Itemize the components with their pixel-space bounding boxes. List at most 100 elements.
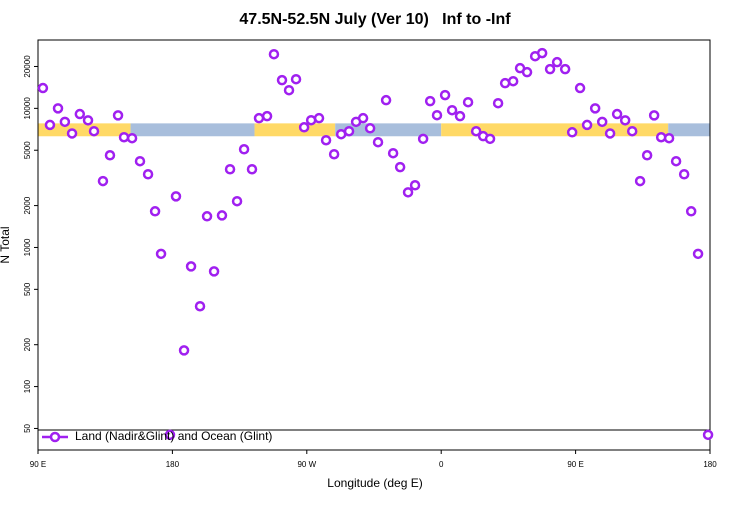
data-point (446, 104, 458, 116)
data-point (551, 56, 563, 68)
surface-band (668, 123, 710, 137)
data-point (484, 133, 496, 145)
data-point (417, 133, 429, 145)
data-point (268, 48, 280, 60)
data-point (357, 112, 369, 124)
x-tick-label: 90 E (567, 460, 583, 469)
plot-frame (37, 39, 711, 451)
data-point (276, 74, 288, 86)
data-point (164, 429, 176, 441)
data-point (670, 155, 682, 167)
data-point (178, 345, 190, 356)
y-axis-label: N Total (0, 226, 12, 263)
data-point (126, 132, 138, 144)
data-point (118, 131, 130, 143)
data-point (439, 89, 451, 101)
data-point (298, 122, 310, 133)
data-point (596, 116, 608, 128)
data-point (313, 112, 325, 124)
data-point (641, 150, 653, 161)
y-tick-label: 10000 (23, 97, 32, 120)
data-point (544, 63, 556, 75)
data-point (208, 266, 220, 277)
data-point (372, 136, 384, 148)
legend-marker (49, 431, 61, 443)
data-point (343, 125, 355, 137)
data-point (328, 148, 340, 160)
x-tick-label: 90 E (30, 460, 46, 469)
data-point (185, 261, 197, 272)
data-point (97, 175, 109, 187)
data-point (663, 132, 675, 144)
data-point (462, 96, 474, 108)
legend-label: Land (Nadir&Glint) and Ocean (Glint) (75, 429, 272, 443)
data-point (559, 63, 571, 75)
data-point (37, 82, 49, 94)
data-point (320, 134, 332, 146)
data-point (261, 110, 273, 122)
data-point (216, 210, 228, 221)
data-point (149, 206, 161, 217)
data-point (394, 161, 406, 173)
data-point (238, 144, 250, 155)
x-tick-label: 0 (439, 460, 444, 469)
data-point (619, 115, 631, 126)
data-point (648, 110, 660, 121)
data-point (170, 191, 182, 202)
y-tick-label: 5000 (23, 141, 32, 159)
data-point (431, 109, 443, 121)
surface-band (130, 123, 255, 137)
data-point (702, 429, 714, 441)
data-point (424, 95, 436, 107)
surface-band (38, 123, 131, 137)
y-tick-label: 200 (23, 337, 32, 351)
data-point (134, 155, 146, 167)
data-point (112, 110, 124, 121)
data-point (581, 119, 593, 131)
x-axis-label: Longitude (deg E) (327, 476, 422, 490)
data-point (104, 150, 116, 161)
data-point (88, 125, 100, 137)
data-point (454, 110, 466, 122)
data-point (507, 75, 519, 87)
data-point (231, 195, 243, 207)
data-point (82, 115, 94, 126)
y-tick-label: 500 (23, 282, 32, 296)
data-point (194, 300, 206, 312)
data-point (604, 128, 616, 139)
x-tick-label: 90 W (297, 460, 316, 469)
data-point (155, 248, 167, 260)
y-tick-label: 50 (23, 423, 32, 432)
data-point (253, 112, 265, 124)
data-point (283, 84, 295, 96)
data-point (566, 127, 578, 138)
y-tick-label: 1000 (23, 238, 32, 256)
data-point (387, 147, 399, 159)
data-point (589, 103, 601, 114)
data-point (52, 103, 64, 114)
data-point (611, 108, 623, 120)
data-point (364, 123, 376, 134)
data-point (44, 119, 56, 131)
data-point (409, 180, 421, 191)
data-point (470, 125, 482, 137)
data-point (626, 125, 638, 137)
data-point (574, 82, 586, 94)
data-point (402, 187, 414, 198)
data-point (634, 175, 646, 187)
chart-title: 47.5N-52.5N July (Ver 10) Inf to -Inf (239, 11, 511, 28)
x-tick-label: 180 (703, 460, 717, 469)
data-point (499, 77, 511, 89)
data-point (224, 163, 236, 175)
data-point (678, 168, 690, 180)
data-point (380, 94, 392, 106)
y-tick-label: 100 (23, 379, 32, 393)
data-point (59, 116, 71, 128)
surface-band (335, 123, 442, 137)
data-point (74, 108, 86, 120)
data-point (536, 47, 548, 59)
data-point (521, 66, 533, 78)
data-point (66, 128, 78, 139)
data-point (290, 73, 302, 85)
